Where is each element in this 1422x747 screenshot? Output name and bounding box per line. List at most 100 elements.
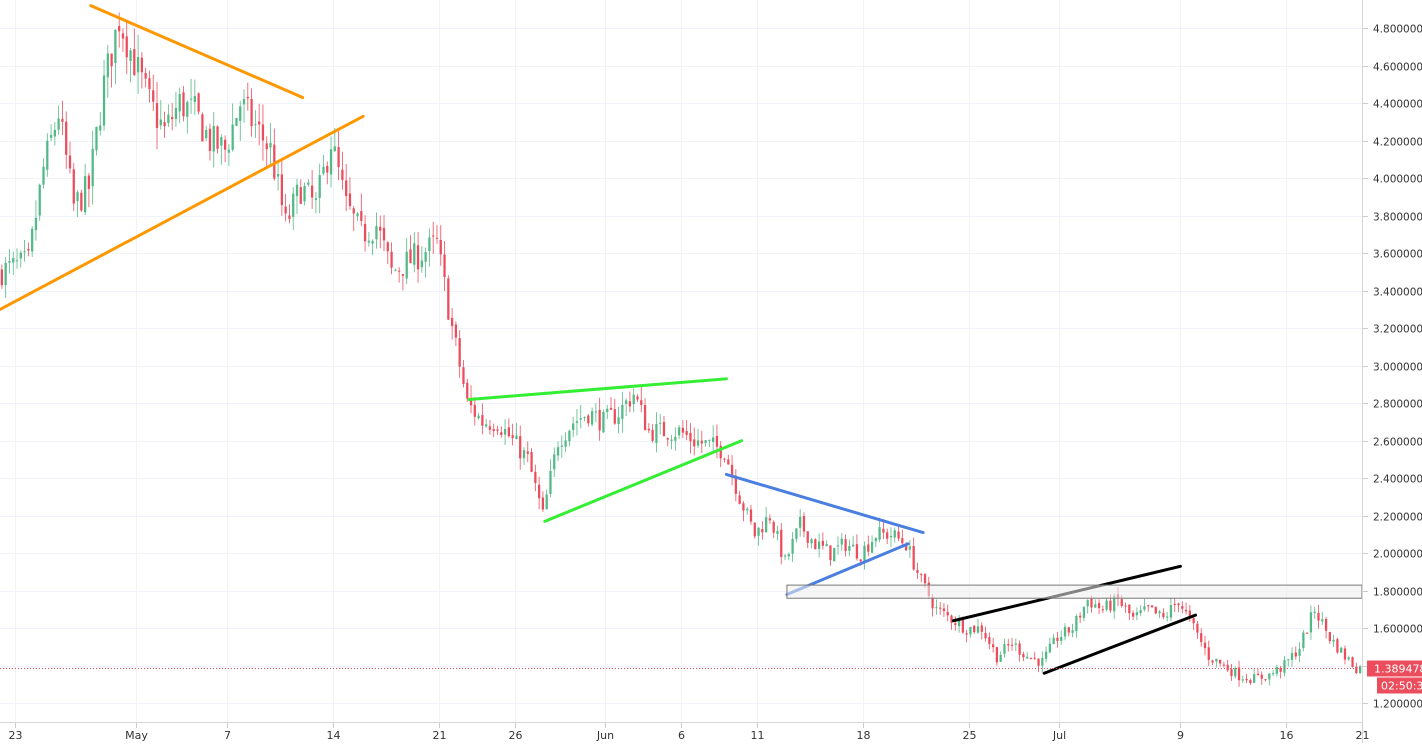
trendline[interactable] (724, 472, 925, 535)
candle-down (284, 206, 287, 214)
candle-down (1245, 678, 1248, 681)
candle-down (693, 439, 696, 447)
candle-down (647, 428, 650, 431)
candle-down (492, 429, 495, 432)
candle-down (1079, 615, 1082, 618)
x-tick-label: 16 (1280, 729, 1294, 742)
trendline[interactable] (89, 4, 305, 100)
candle-down (1203, 642, 1207, 649)
candle-up (874, 538, 877, 542)
candle-up (791, 538, 794, 554)
candle-down (379, 226, 382, 231)
candle-up (1253, 674, 1256, 683)
candle-up (1321, 619, 1324, 622)
candle-down (1211, 660, 1214, 663)
candle-up (57, 118, 60, 130)
candle-up (129, 50, 132, 61)
drawings[interactable] (0, 4, 1363, 675)
candle-up (655, 424, 658, 443)
candle-up (159, 119, 162, 126)
x-tick-label: 25 (963, 729, 977, 742)
candle-down (738, 495, 741, 504)
candle-down (152, 90, 155, 102)
candle-down (734, 475, 737, 494)
candle-down (685, 431, 688, 435)
candle-down (432, 235, 435, 237)
candle-down (1306, 632, 1309, 634)
candle-up (1105, 600, 1108, 610)
candle-up (102, 75, 106, 126)
candle-down (904, 544, 908, 551)
time-axis[interactable]: 23 May 7 14 21 26 Jun 6 11 18 25 Jul 9 16 21 (9, 723, 1370, 742)
candle-up (549, 471, 552, 494)
candle-down (723, 458, 726, 460)
candle-down (401, 274, 405, 276)
candle-down (65, 121, 68, 155)
y-tick-label: 4.8000000 (1373, 24, 1422, 36)
candle-down (1022, 654, 1025, 658)
candle-up (1060, 636, 1063, 641)
candle-down (352, 208, 355, 214)
candle-down (197, 93, 200, 112)
y-tick-label: 3.4000000 (1373, 287, 1422, 299)
x-tick-label: 6 (678, 729, 685, 742)
candle-down (155, 103, 159, 128)
candle-up (76, 192, 79, 202)
candle-up (757, 527, 760, 536)
x-tick-label: 21 (433, 729, 447, 742)
candle-up (799, 516, 802, 528)
candle-down (961, 619, 964, 633)
candle-down (1264, 679, 1267, 681)
y-tick-label: 2.4000000 (1373, 474, 1422, 486)
candle-down (27, 248, 30, 251)
candle-up (522, 450, 526, 459)
candle-down (681, 427, 685, 433)
candle-up (795, 528, 798, 539)
resistance-zone[interactable] (786, 584, 1363, 599)
candle-down (1007, 644, 1010, 646)
trendline[interactable] (467, 377, 728, 401)
candle-down (454, 324, 458, 338)
x-tick-label: May (125, 729, 148, 742)
candle-up (34, 217, 38, 231)
candle-up (295, 184, 299, 197)
candle-up (1275, 667, 1279, 674)
candle-up (485, 424, 488, 427)
candle-up (424, 252, 427, 262)
price-axis[interactable]: 1.20000001.40000001.60000001.80000002.00… (1363, 24, 1422, 711)
candle-up (878, 527, 881, 540)
candle-up (413, 243, 416, 265)
candle-down (265, 143, 268, 150)
candle-down (61, 118, 64, 122)
candle-down (844, 539, 847, 552)
y-tick-label: 1.8000000 (1373, 587, 1422, 599)
candle-up (254, 124, 257, 126)
candle-up (999, 654, 1002, 662)
candle-down (1128, 604, 1131, 614)
trendline[interactable] (0, 114, 365, 311)
candle-up (677, 427, 681, 436)
candle-down (110, 53, 113, 67)
candle-up (575, 421, 579, 423)
candle-up (1241, 679, 1244, 681)
trendline[interactable] (1042, 613, 1198, 675)
candle-up (186, 102, 189, 117)
candle-up (4, 262, 7, 286)
candle-up (1026, 656, 1029, 659)
candle-up (239, 106, 242, 121)
candle-down (1200, 633, 1203, 643)
candle-down (946, 611, 949, 616)
candle-down (587, 415, 590, 424)
x-tick-label: 11 (751, 729, 765, 742)
trendline[interactable] (543, 439, 744, 523)
candle-down (246, 96, 249, 99)
candle-up (1071, 630, 1074, 633)
candle-down (715, 435, 719, 447)
candle-up (231, 124, 234, 150)
candle-down (1188, 610, 1191, 618)
candle-up (329, 149, 333, 175)
candle-up (1075, 615, 1078, 632)
candle-down (526, 451, 529, 454)
